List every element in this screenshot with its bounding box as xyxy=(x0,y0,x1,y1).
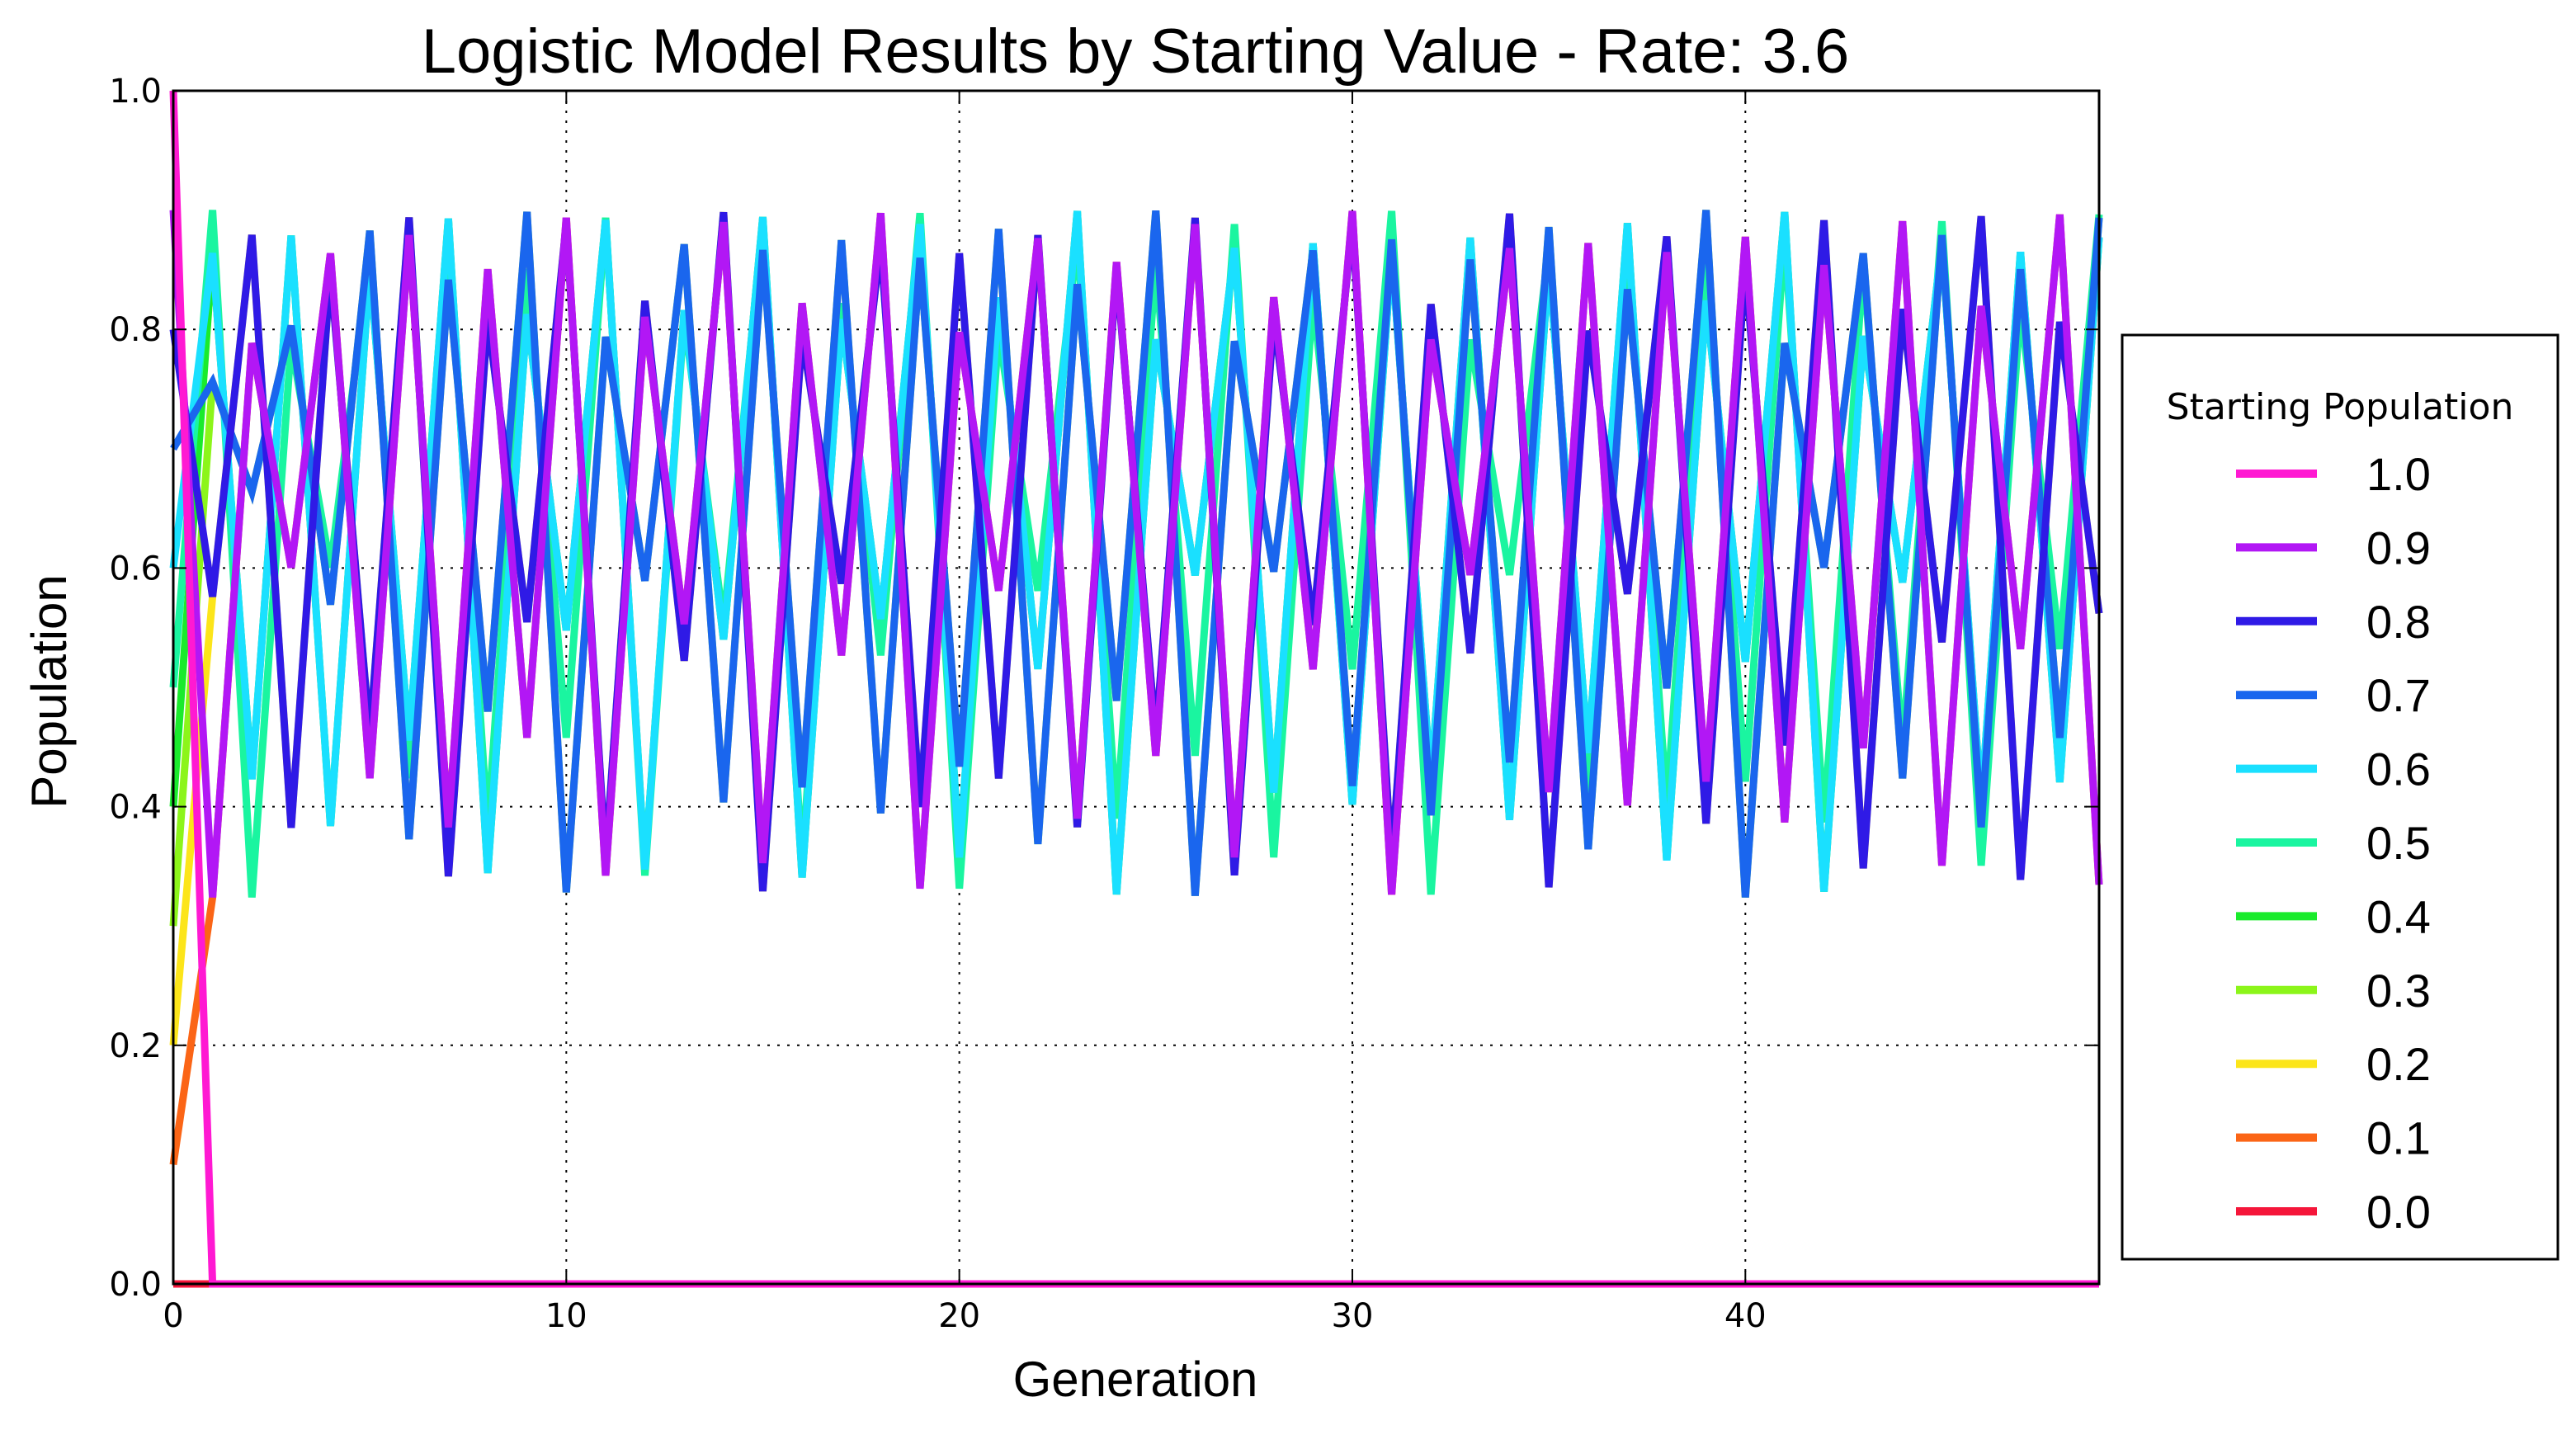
legend-frame xyxy=(2121,333,2559,1261)
plot-frame xyxy=(172,89,2101,1286)
x-tick-label: 40 xyxy=(1724,1297,1767,1335)
axis-ticks: 0 10 20 30 40 0.0 0.2 0.4 0.6 0.8 1.0 xyxy=(109,73,2099,1335)
series-line-0.9 xyxy=(169,210,2103,898)
y-tick-label: 1.0 xyxy=(109,73,162,111)
x-tick-label: 20 xyxy=(938,1297,980,1335)
y-tick-label: 0.0 xyxy=(109,1266,162,1304)
x-tick-label: 30 xyxy=(1332,1297,1374,1335)
legend-label-0.0: 0.0 xyxy=(2366,1186,2431,1238)
legend-label-0.2: 0.2 xyxy=(2366,1038,2431,1090)
legend-label-0.3: 0.3 xyxy=(2366,965,2431,1017)
legend: Starting Population 1.0 0.9 0.8 0.7 0.6 0.5 0.… xyxy=(2121,333,2559,1261)
x-tick-label: 10 xyxy=(545,1297,587,1335)
legend-entries: 1.0 0.9 0.8 0.7 0.6 0.5 0.4 0.3 0.2 0.1 0.0 xyxy=(2236,448,2431,1238)
y-tick-label: 0.2 xyxy=(109,1027,162,1065)
y-tick-label: 0.6 xyxy=(109,550,162,588)
x-axis-label: Generation xyxy=(1013,1352,1258,1407)
legend-label-0.8: 0.8 xyxy=(2366,596,2431,648)
y-tick-label: 0.8 xyxy=(109,311,162,349)
legend-label-1.0: 1.0 xyxy=(2366,448,2431,500)
series-lines xyxy=(169,90,2103,1288)
x-tick-label: 0 xyxy=(163,1297,183,1335)
legend-label-0.5: 0.5 xyxy=(2366,817,2431,869)
series-line-0.6 xyxy=(169,210,2103,895)
legend-label-0.1: 0.1 xyxy=(2366,1112,2431,1164)
legend-label-0.6: 0.6 xyxy=(2366,743,2431,795)
legend-label-0.7: 0.7 xyxy=(2366,669,2431,721)
y-axis-label: Population xyxy=(21,574,77,809)
chart-title: Logistic Model Results by Starting Value… xyxy=(422,17,1850,87)
series-line-0.7 xyxy=(170,210,2103,898)
y-tick-label: 0.4 xyxy=(109,789,162,827)
legend-label-0.4: 0.4 xyxy=(2366,890,2431,942)
legend-label-0.9: 0.9 xyxy=(2366,522,2431,573)
legend-title: Starting Population xyxy=(2167,386,2514,428)
